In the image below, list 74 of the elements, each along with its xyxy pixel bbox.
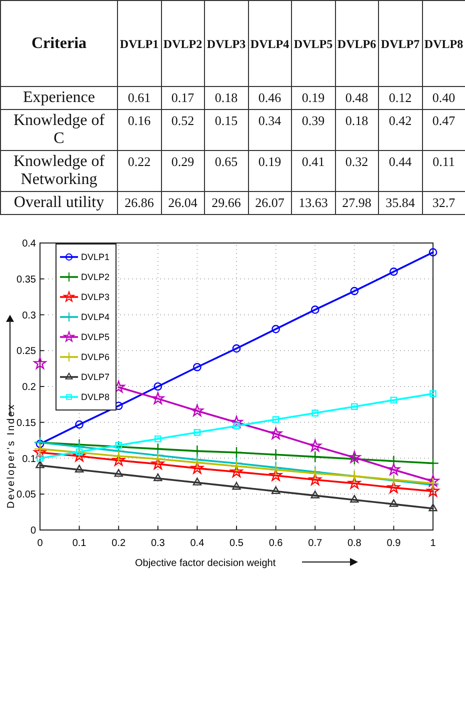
y-tick-label: 0.25 (16, 346, 36, 358)
text: 0.47 (432, 113, 456, 128)
text: 0.44 (388, 154, 412, 169)
text: 26.86 (124, 195, 154, 210)
x-tick-label: 0.6 (268, 538, 284, 549)
category-label: Experience (23, 89, 95, 106)
y-tick-label: 0 (30, 526, 36, 536)
category-label: DVLP2 (161, 0, 204, 86)
text: 26.04 (168, 195, 198, 210)
legend-label: DVLP1 (81, 252, 110, 262)
text: 0.61 (128, 90, 151, 105)
text: 0.11 (432, 154, 455, 169)
x-tick-label: 1 (430, 538, 436, 549)
text: 0.29 (171, 154, 194, 169)
legend-label: DVLP7 (81, 372, 110, 382)
text: 0.52 (171, 113, 194, 128)
category-label: DVLP5 (292, 0, 335, 86)
x-axis-title: Objective factor decision weight (135, 558, 276, 569)
text: 0.15 (214, 113, 238, 128)
category-label: DVLP1 (118, 0, 161, 86)
text: Criteria (0, 0, 118, 86)
legend-label: DVLP5 (81, 332, 110, 342)
x-tick-label: 0.5 (230, 538, 244, 549)
text: 29.66 (212, 195, 241, 210)
legend-label: DVLP3 (81, 292, 110, 302)
y-tick-label: 0.05 (16, 490, 36, 501)
text: 26.07 (255, 195, 284, 210)
text: 0.65 (214, 154, 238, 169)
legend-label: DVLP6 (81, 352, 110, 362)
text: 0.48 (345, 90, 368, 105)
text: 0.39 (302, 113, 325, 128)
text: 0.19 (258, 154, 282, 169)
text: 13.63 (298, 195, 328, 210)
x-tick-label: 0.1 (72, 538, 87, 549)
legend-label: DVLP2 (81, 272, 110, 282)
text: 0.19 (302, 90, 325, 105)
x-tick-label: 0.4 (190, 538, 205, 549)
y-tick-label: 0.35 (16, 274, 36, 286)
category-label: DVLP6 (335, 0, 378, 86)
text: 0.34 (258, 113, 282, 128)
x-tick-label: 0 (37, 538, 44, 549)
text: 27.98 (342, 195, 372, 210)
category-label: Knowledge of C (13, 112, 105, 147)
text: 0.42 (388, 113, 412, 128)
text: 0.40 (432, 90, 456, 105)
y-tick-label: 0.2 (22, 382, 36, 393)
category-label: Overall utility (14, 194, 104, 211)
legend-label: DVLP4 (81, 312, 110, 322)
category-label: DVLP3 (204, 0, 248, 86)
text: 0.32 (345, 154, 368, 169)
text: 0.12 (388, 90, 412, 105)
y-tick-label: 0.15 (16, 418, 36, 429)
category-label: DVLP4 (248, 0, 292, 86)
x-tick-label: 0.2 (112, 538, 126, 549)
text: 35.84 (386, 195, 415, 210)
category-label: DVLP8 (422, 0, 465, 86)
x-tick-label: 0.8 (347, 538, 362, 549)
text: 0.22 (128, 154, 151, 169)
text: 32.7 (432, 195, 456, 210)
text: 0.41 (302, 154, 325, 169)
category-label: Knowledge of Networking (13, 153, 105, 188)
x-tick-label: 0.3 (150, 538, 166, 549)
text: 0.46 (258, 90, 282, 105)
category-label: DVLP7 (378, 0, 422, 86)
text: 0.18 (345, 113, 368, 128)
x-tick-label: 0.9 (386, 538, 402, 549)
legend-label: DVLP8 (81, 392, 110, 402)
text: 0.18 (214, 90, 238, 105)
y-tick-label: 0.4 (22, 238, 36, 250)
text: 0.16 (128, 113, 151, 128)
text: 0.17 (171, 90, 194, 105)
y-tick-label: 0.1 (22, 454, 36, 465)
y-tick-label: 0.3 (22, 310, 36, 322)
x-tick-label: 0.7 (308, 538, 322, 549)
